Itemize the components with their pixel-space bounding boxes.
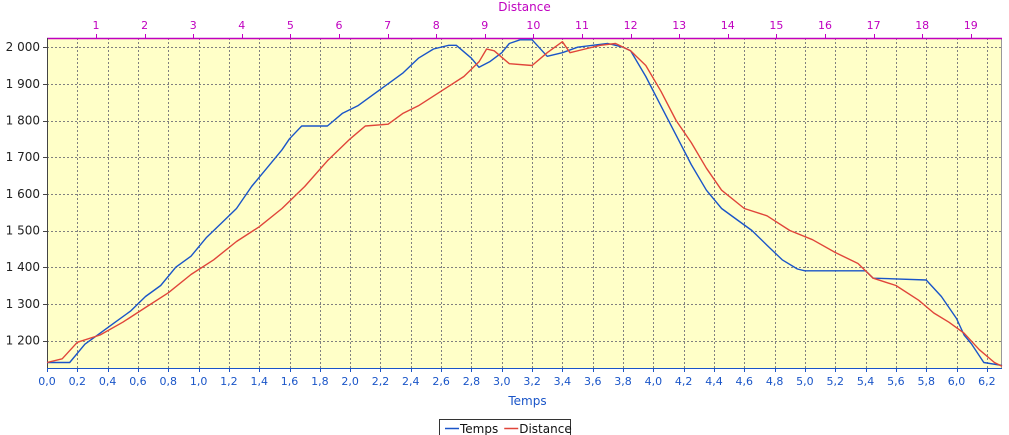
bottom-tick-label: 0,4 <box>99 375 117 388</box>
series-layer <box>46 39 1003 367</box>
series-line-temps <box>47 39 1003 367</box>
legend: Temps Distance <box>439 419 572 435</box>
top-x-axis: Distance 1 2 3 4 5 6 7 8 9 10 11 12 13 14 15 16 17 18 19 <box>47 0 1002 40</box>
bottom-tick-label: 1,6 <box>281 375 299 388</box>
top-tick-label: 13 <box>672 19 686 32</box>
legend-label-temps: Temps <box>459 422 498 435</box>
bottom-tick-label: 1,2 <box>220 375 238 388</box>
top-tick-label: 16 <box>818 19 832 32</box>
top-tick-label: 3 <box>190 19 197 32</box>
bottom-tick-label: 0,0 <box>38 375 56 388</box>
bottom-tick-label: 6,0 <box>948 375 966 388</box>
bottom-tick-label: 4,8 <box>766 375 784 388</box>
y-tick-label: 1 900 <box>6 77 40 91</box>
bottom-tick-label: 0,8 <box>160 375 178 388</box>
y-tick-label: 1 300 <box>6 297 40 311</box>
bottom-tick-label: 2,0 <box>341 375 359 388</box>
y-tick-label: 1 600 <box>6 187 40 201</box>
plot-area <box>47 38 1002 368</box>
y-tick-label: 1 400 <box>6 260 40 274</box>
bottom-tick-label: 0,6 <box>129 375 147 388</box>
bottom-tick-label: 6,2 <box>978 375 996 388</box>
bottom-tick-label: 1,8 <box>311 375 329 388</box>
bottom-tick-label: 5,0 <box>796 375 814 388</box>
bottom-tick-label: 2,4 <box>402 375 420 388</box>
top-tick-label: 8 <box>433 19 440 32</box>
top-tick-label: 10 <box>526 19 540 32</box>
y-tick-label: 1 800 <box>6 114 40 128</box>
bottom-tick-label: 4,2 <box>675 375 693 388</box>
series-line-distance <box>46 41 1003 367</box>
top-tick-label: 19 <box>964 19 978 32</box>
bottom-tick-label: 5,8 <box>917 375 935 388</box>
bottom-tick-label: 4,4 <box>705 375 723 388</box>
bottom-tick-label: 1,0 <box>190 375 208 388</box>
top-axis-title: Distance <box>498 0 550 14</box>
bottom-tick-label: 2,2 <box>372 375 390 388</box>
y-tick-label: 1 200 <box>6 334 40 348</box>
bottom-tick-label: 5,4 <box>857 375 875 388</box>
top-tick-label: 5 <box>287 19 294 32</box>
top-tick-label: 6 <box>336 19 343 32</box>
top-tick-label: 15 <box>769 19 783 32</box>
top-tick-label: 1 <box>93 19 100 32</box>
bottom-tick-label: 3,8 <box>614 375 632 388</box>
top-tick-label: 18 <box>915 19 929 32</box>
bottom-tick-label: 3,2 <box>523 375 541 388</box>
top-tick-label: 7 <box>384 19 391 32</box>
top-tick-label: 2 <box>141 19 148 32</box>
bottom-axis-title: Temps <box>507 394 546 408</box>
bottom-tick-label: 4,6 <box>736 375 754 388</box>
legend-box <box>439 419 571 435</box>
bottom-tick-label: 3,6 <box>584 375 602 388</box>
y-tick-label: 2 000 <box>6 40 40 54</box>
top-tick-label: 9 <box>481 19 488 32</box>
bottom-tick-label: 4,0 <box>645 375 663 388</box>
legend-label-distance: Distance <box>519 422 571 435</box>
bottom-tick-label: 2,8 <box>463 375 481 388</box>
top-tick-label: 11 <box>575 19 589 32</box>
top-tick-label: 17 <box>867 19 881 32</box>
y-axis: 1 200 1 300 1 400 1 500 1 600 1 700 1 800 1 900… <box>6 38 48 368</box>
top-tick-label: 4 <box>238 19 245 32</box>
bottom-tick-label: 1,4 <box>250 375 268 388</box>
bottom-tick-label: 5,2 <box>827 375 845 388</box>
top-tick-label: 12 <box>624 19 638 32</box>
bottom-tick-label: 0,2 <box>69 375 87 388</box>
bottom-tick-label: 5,6 <box>887 375 905 388</box>
grid-lines <box>47 38 1002 368</box>
y-tick-label: 1 700 <box>6 150 40 164</box>
bottom-x-axis: Temps 0,0 0,2 0,4 0,6 0,8 1,0 1,2 1,4 1,6 1,8 2,0 2… <box>38 368 1002 408</box>
bottom-tick-label: 2,6 <box>432 375 450 388</box>
y-tick-label: 1 500 <box>6 224 40 238</box>
top-tick-label: 14 <box>721 19 735 32</box>
bottom-tick-label: 3,0 <box>493 375 511 388</box>
bottom-tick-label: 3,4 <box>554 375 572 388</box>
